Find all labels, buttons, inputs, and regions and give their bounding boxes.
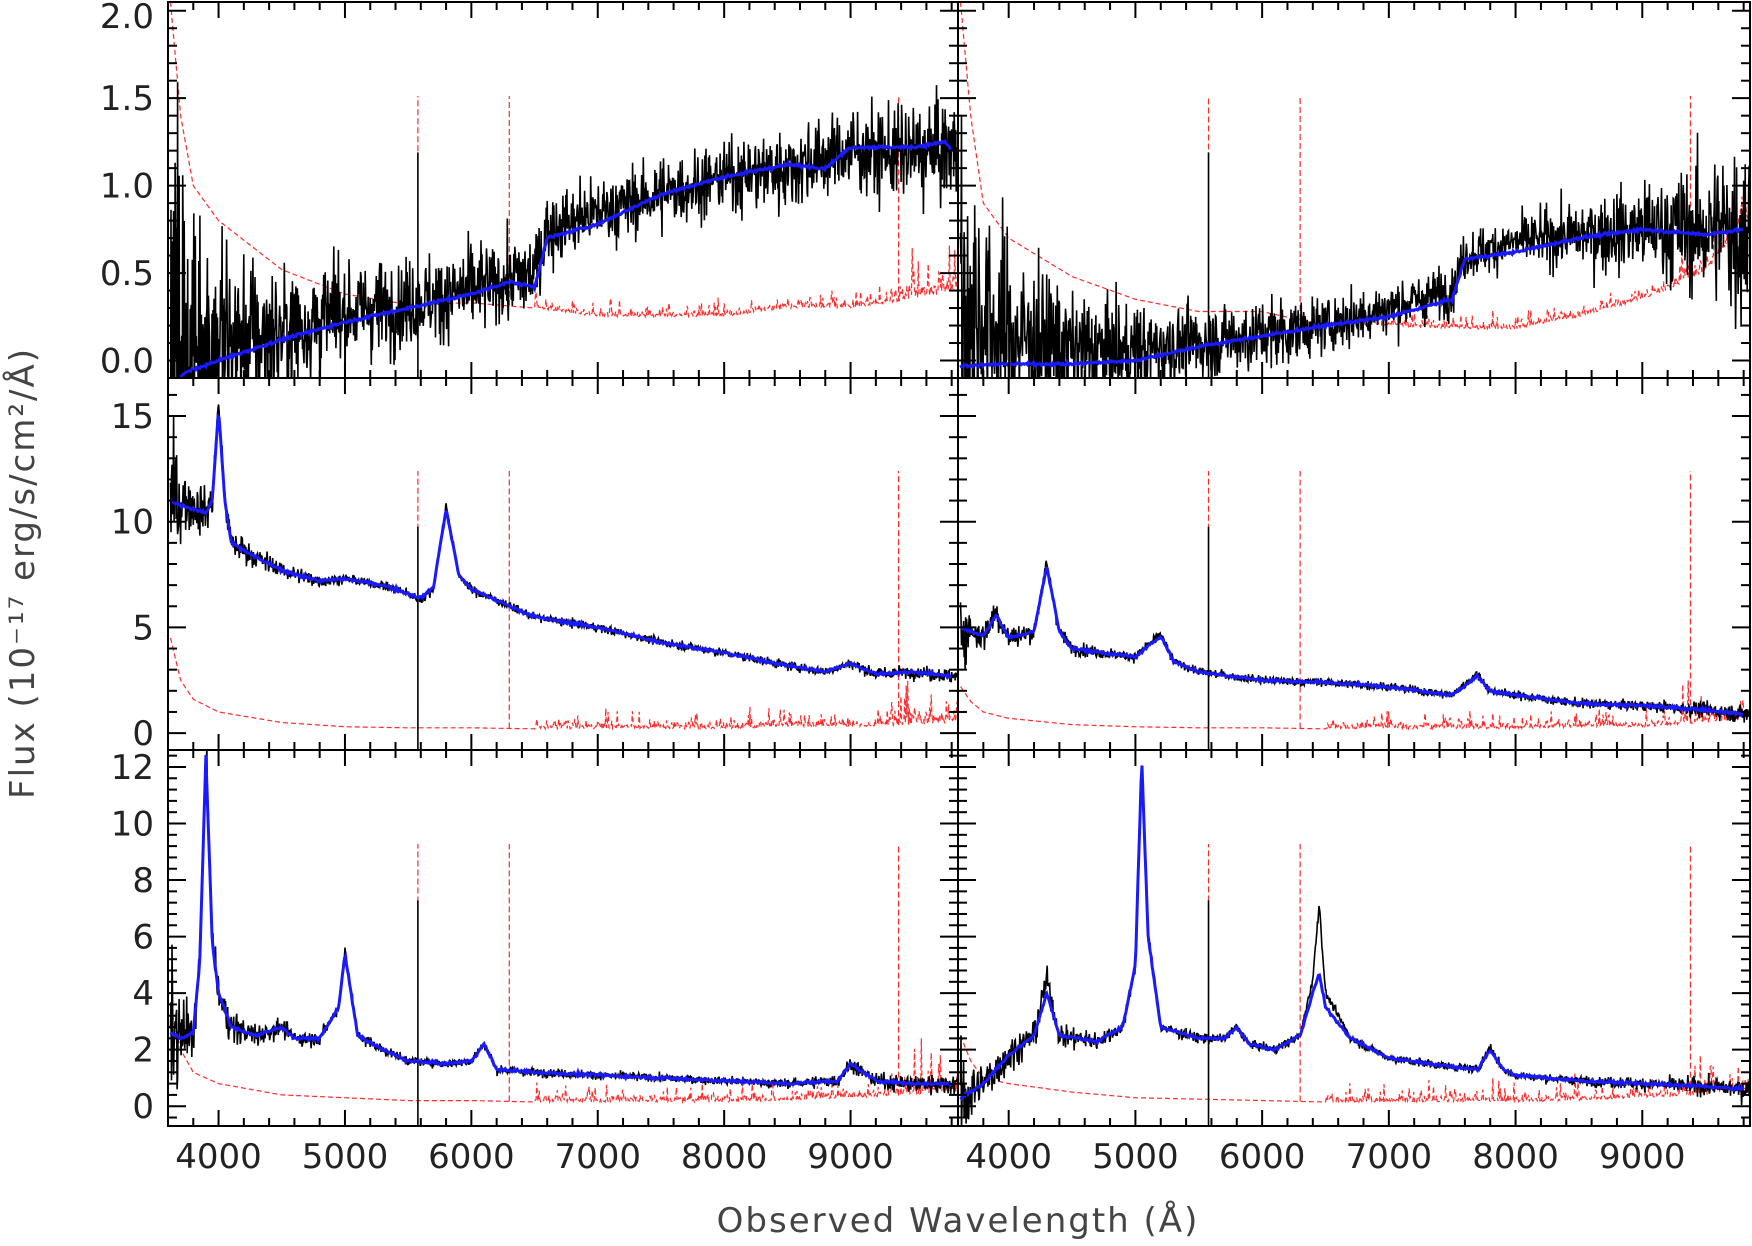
plot-area bbox=[959, 2, 1750, 378]
error-spectrum-line bbox=[959, 1035, 1750, 1105]
panel-frame bbox=[957, 749, 1751, 1127]
y-tick-label: 15 bbox=[111, 397, 154, 437]
panel-grid bbox=[169, 2, 1750, 1126]
y-tick-label: 2 bbox=[132, 1031, 154, 1071]
y-tick-label: 10 bbox=[111, 805, 154, 845]
plot-area bbox=[169, 2, 958, 378]
y-tick-label: 0 bbox=[132, 1087, 154, 1127]
y-tick-label: 0.0 bbox=[100, 342, 154, 382]
x-tick-label: 9000 bbox=[1599, 1137, 1686, 1177]
panel-bottom-left bbox=[169, 750, 958, 1126]
x-tick-label: 9000 bbox=[807, 1137, 894, 1177]
error-spectrum-line bbox=[169, 1007, 958, 1105]
panel-top-right bbox=[959, 2, 1750, 378]
x-tick-label: 4000 bbox=[965, 1137, 1052, 1177]
y-axis-title: Flux (10⁻¹⁷ erg/s/cm²/Å) bbox=[2, 347, 43, 799]
model-fit-line bbox=[169, 754, 952, 1088]
x-tick-label: 5000 bbox=[1092, 1137, 1179, 1177]
x-tick-label: 8000 bbox=[1472, 1137, 1559, 1177]
x-axis-title: Observed Wavelength (Å) bbox=[717, 1200, 1200, 1241]
y-tick-label: 0 bbox=[132, 714, 154, 754]
model-fit-line bbox=[179, 139, 953, 378]
y-tick-label: 8 bbox=[132, 861, 154, 901]
model-fit-line bbox=[169, 413, 953, 681]
panel-frame bbox=[167, 749, 959, 1127]
panel-frames: 0.0 0.5 1.0 1.5 2.0 0 5 10 15 0 2 4 6 8 10 12 4000 5000 60… bbox=[100, 0, 1751, 1177]
x-tick-label: 7000 bbox=[1346, 1137, 1433, 1177]
panel-bottom-right bbox=[959, 765, 1750, 1126]
x-tick-label: 4000 bbox=[175, 1137, 262, 1177]
error-spectrum-line bbox=[960, 680, 1750, 731]
y-tick-label: 1.0 bbox=[100, 167, 154, 207]
model-fit-line bbox=[959, 765, 1745, 1102]
error-spectrum-line bbox=[959, 2, 1750, 332]
observed-spectrum-line bbox=[169, 82, 958, 378]
y-tick-label: 5 bbox=[132, 608, 154, 648]
y-tick-label: 1.5 bbox=[100, 79, 154, 119]
x-tick-label: 8000 bbox=[681, 1137, 768, 1177]
x-tick-label: 6000 bbox=[428, 1137, 515, 1177]
panel-top-left bbox=[169, 2, 958, 378]
plot-area bbox=[959, 765, 1750, 1126]
observed-spectrum-line bbox=[959, 560, 1750, 723]
plot-area bbox=[169, 404, 958, 750]
y-tick-label: 2.0 bbox=[100, 0, 154, 37]
plot-area bbox=[959, 471, 1750, 750]
plot-area bbox=[169, 750, 958, 1126]
observed-spectrum-line bbox=[959, 766, 1750, 1126]
panel-frame bbox=[167, 377, 959, 751]
x-tick-label: 6000 bbox=[1219, 1137, 1306, 1177]
y-tick-label: 0.5 bbox=[100, 254, 154, 294]
y-tick-label: 12 bbox=[111, 748, 154, 788]
y-tick-label: 10 bbox=[111, 503, 154, 543]
panel-middle-right bbox=[959, 471, 1750, 750]
y-tick-label: 6 bbox=[132, 918, 154, 958]
model-fit-line bbox=[959, 226, 1744, 370]
error-spectrum-line bbox=[169, 637, 958, 731]
model-fit-line bbox=[960, 566, 1744, 718]
observed-spectrum-line bbox=[169, 750, 958, 1096]
panel-frame bbox=[957, 377, 1751, 751]
x-tick-label: 7000 bbox=[554, 1137, 641, 1177]
observed-spectrum-line bbox=[169, 404, 958, 683]
observed-spectrum-line bbox=[959, 116, 1750, 378]
error-spectrum-line bbox=[169, 2, 958, 319]
x-tick-label: 5000 bbox=[302, 1137, 389, 1177]
panel-middle-left bbox=[169, 404, 958, 750]
y-tick-label: 4 bbox=[132, 974, 154, 1014]
